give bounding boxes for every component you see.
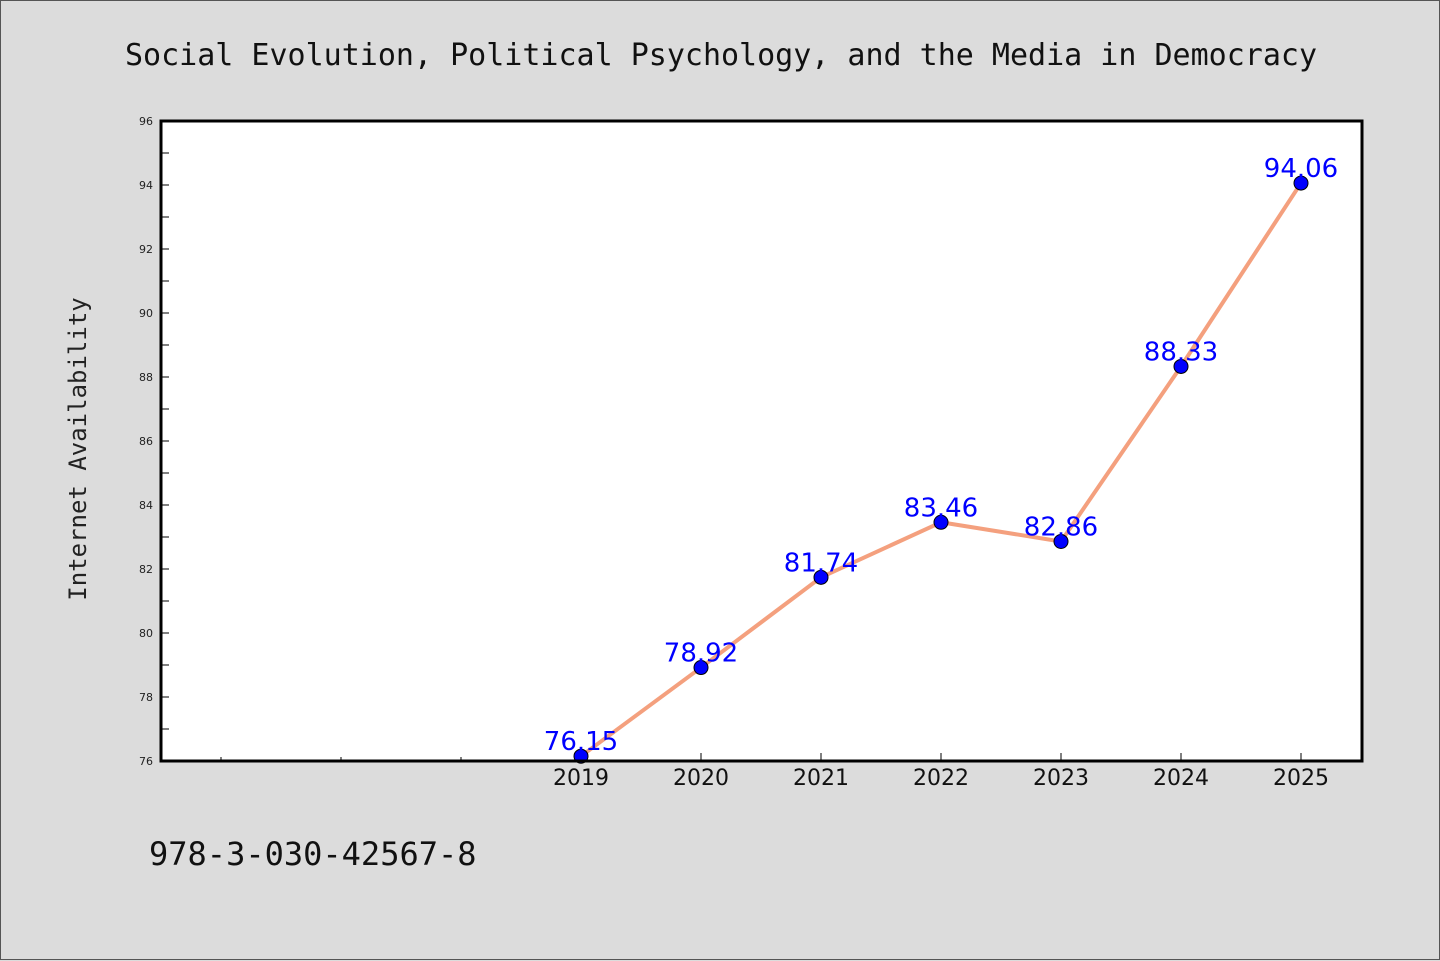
plot-frame [159, 119, 1364, 763]
x-axis-ticks: 2019 2020 2021 2022 2023 2024 2025 [220, 753, 1329, 791]
x-tick-label: 2019 [553, 766, 609, 791]
isbn-text: 978-3-030-42567-8 [149, 835, 477, 873]
x-tick-label: 2025 [1273, 766, 1329, 791]
x-tick-label: 2023 [1033, 766, 1089, 791]
data-label: 83.46 [904, 493, 978, 523]
data-point [1173, 358, 1189, 374]
y-axis-ticks: 76 78 80 82 84 86 88 90 92 94 96 [139, 115, 169, 768]
data-label: 76.15 [544, 727, 618, 757]
y-tick-label: 82 [139, 563, 153, 576]
y-tick-label: 84 [139, 499, 153, 512]
series-layer: 76.15 78.92 81.74 83.46 82.86 88.33 94.06 [544, 154, 1338, 764]
data-point [933, 514, 949, 530]
plot-area [161, 121, 1362, 761]
y-tick-label: 78 [139, 691, 153, 704]
y-tick-label: 88 [139, 371, 153, 384]
x-tick-label: 2022 [913, 766, 969, 791]
data-point [693, 660, 709, 676]
chart-title: Social Evolution, Political Psychology, … [125, 38, 1317, 73]
data-label: 78.92 [664, 639, 738, 669]
y-tick-label: 92 [139, 243, 153, 256]
x-tick-label: 2024 [1153, 766, 1209, 791]
data-label: 81.74 [784, 548, 858, 578]
x-tick-label: 2021 [793, 766, 849, 791]
x-tick-label: 2020 [673, 766, 729, 791]
data-label: 82.86 [1024, 512, 1098, 542]
data-label: 88.33 [1144, 337, 1218, 367]
y-tick-label: 90 [139, 307, 153, 320]
data-label: 94.06 [1264, 154, 1338, 184]
data-point [813, 569, 829, 585]
y-tick-label: 86 [139, 435, 153, 448]
data-point [1053, 533, 1069, 549]
y-tick-label: 80 [139, 627, 153, 640]
data-point [1293, 175, 1309, 191]
y-tick-label: 94 [139, 179, 153, 192]
y-tick-label: 96 [139, 115, 153, 128]
y-axis-label: Internet Availability [64, 297, 92, 600]
y-tick-label: 76 [139, 755, 153, 768]
